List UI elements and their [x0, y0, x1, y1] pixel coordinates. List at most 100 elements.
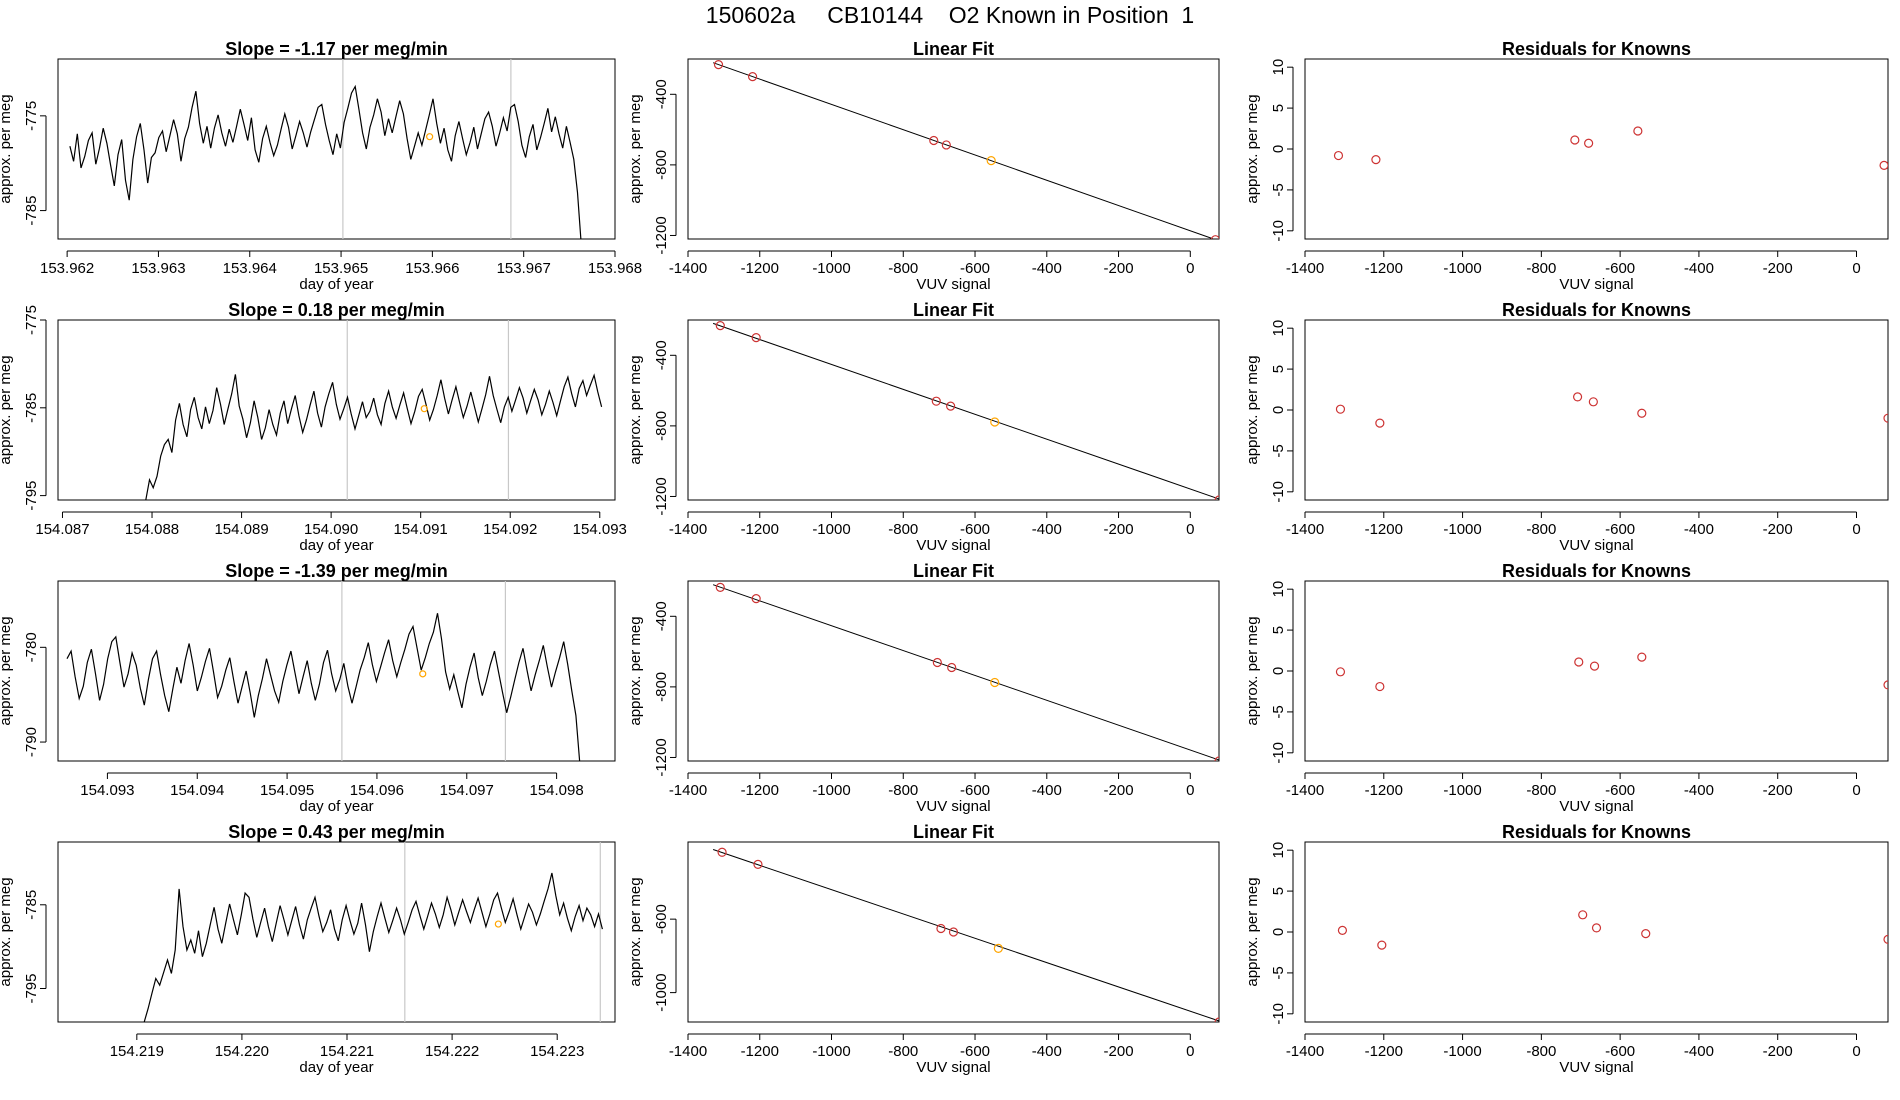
page-title: 150602a CB10144 O2 Known in Position 1 [705, 2, 1195, 28]
fit-line [712, 849, 1219, 1022]
x-tick-label: 0 [1186, 1043, 1194, 1060]
x-tick-label: 154.087 [35, 521, 89, 538]
y-axis-label: approx. per meg [0, 94, 14, 203]
data-point [1883, 934, 1888, 944]
x-axis-label: VUV signal [916, 276, 990, 293]
plot-content [712, 321, 1219, 500]
plot-content [69, 59, 582, 239]
data-point [1879, 160, 1888, 170]
y-tick-label: -400 [653, 340, 670, 370]
x-tick-label: -200 [1104, 782, 1134, 799]
x-tick-label: -1200 [1365, 1043, 1403, 1060]
plot-content [712, 582, 1219, 761]
data-point [1570, 135, 1580, 145]
y-axis-label: approx. per meg [627, 94, 644, 203]
chart-panel-linear-fit-2: Linear Fit -1400 -1200 -1000 -800 -600 -400 -20… [627, 300, 1220, 554]
y-tick-label: 5 [1270, 887, 1287, 895]
x-tick-label: -1400 [1286, 782, 1324, 799]
y-tick-label: 0 [1270, 145, 1287, 153]
data-point [1377, 940, 1387, 950]
x-tick-label: -1400 [669, 1043, 707, 1060]
plot-content [1335, 652, 1888, 692]
plot-content [1333, 126, 1888, 170]
x-tick-label: -1400 [1286, 260, 1324, 277]
data-point [1591, 923, 1602, 933]
series-line [66, 613, 581, 761]
y-tick-label: -775 [23, 305, 40, 335]
x-tick-label: -1000 [1443, 1043, 1481, 1060]
y-tick-label: -1200 [653, 738, 670, 776]
chart-title: Slope = -1.17 per meg/min [225, 39, 448, 59]
y-tick-label: -785 [23, 393, 40, 423]
x-tick-label: -1200 [741, 260, 779, 277]
chart-title: Linear Fit [913, 300, 994, 320]
x-tick-label: 153.964 [223, 260, 277, 277]
y-tick-label: -790 [23, 727, 40, 757]
x-tick-label: -1000 [812, 260, 850, 277]
x-tick-label: 154.093 [80, 782, 134, 799]
plot-box [687, 319, 1220, 501]
data-point [986, 156, 996, 166]
chart-panel-residuals-3: Residuals for Knowns-1400 -1200 -1000 -800-… [1244, 561, 1889, 815]
x-tick-label: 153.968 [588, 260, 642, 277]
plot-box [1304, 58, 1889, 240]
data-point [1337, 925, 1348, 935]
y-tick-label: 10 [1270, 842, 1287, 859]
x-tick-label: -1200 [1365, 260, 1403, 277]
y-tick-label: 10 [1270, 59, 1287, 76]
x-axis-label: day of year [299, 798, 373, 815]
x-tick-label: -1400 [1286, 1043, 1324, 1060]
data-point [747, 72, 758, 82]
x-tick-label: -200 [1104, 260, 1134, 277]
x-tick-label: -400 [1684, 260, 1714, 277]
data-point [751, 594, 761, 604]
data-point [1633, 126, 1643, 136]
y-axis-label: approx. per meg [627, 877, 644, 986]
x-tick-label: -1200 [741, 521, 779, 538]
x-tick-label: -1400 [669, 521, 707, 538]
y-tick-label: -10 [1270, 1003, 1287, 1025]
data-point [931, 396, 941, 406]
x-tick-label: -600 [960, 521, 990, 538]
chart-title: Linear Fit [913, 822, 994, 842]
data-point [1375, 418, 1385, 428]
x-tick-label: 154.220 [215, 1043, 269, 1060]
y-tick-label: -785 [23, 196, 40, 226]
chart-title: Residuals for Knowns [1502, 39, 1691, 59]
series-line [143, 872, 603, 1022]
x-tick-label: 154.095 [260, 782, 314, 799]
x-tick-label: -200 [1763, 782, 1793, 799]
x-tick-label: -800 [888, 260, 918, 277]
x-tick-label: 154.094 [170, 782, 224, 799]
chart-title: Residuals for Knowns [1502, 561, 1691, 581]
plot-content [712, 847, 1219, 1022]
chart-panel-residuals-1: Residuals for Knowns-1400 -1200 -1000 -800-… [1244, 39, 1889, 293]
data-point [990, 417, 1000, 427]
y-tick-label: -5 [1270, 444, 1287, 457]
x-tick-label: -600 [1605, 1043, 1635, 1060]
y-tick-label: -775 [23, 101, 40, 131]
data-point [941, 140, 951, 150]
x-tick-label: -1000 [812, 521, 850, 538]
data-point [1371, 155, 1381, 165]
y-tick-label: -800 [653, 411, 670, 441]
x-tick-label: -200 [1104, 521, 1134, 538]
x-tick-label: -800 [1526, 1043, 1556, 1060]
y-tick-label: -5 [1270, 966, 1287, 979]
data-point [936, 923, 946, 934]
data-point [715, 582, 725, 592]
x-axis-label: day of year [299, 1059, 373, 1076]
x-tick-label: -200 [1763, 260, 1793, 277]
data-point [715, 321, 725, 331]
data-point [1883, 680, 1888, 690]
chart-title: Slope = 0.18 per meg/min [228, 300, 445, 320]
data-point [717, 847, 727, 857]
y-tick-label: 5 [1270, 365, 1287, 373]
x-tick-label: -200 [1763, 521, 1793, 538]
x-tick-label: 0 [1852, 260, 1860, 277]
x-tick-label: 154.089 [214, 521, 268, 538]
x-tick-label: 0 [1186, 260, 1194, 277]
y-tick-label: -795 [23, 973, 40, 1003]
x-tick-label: 154.221 [320, 1043, 374, 1060]
x-axis-label: VUV signal [916, 798, 990, 815]
